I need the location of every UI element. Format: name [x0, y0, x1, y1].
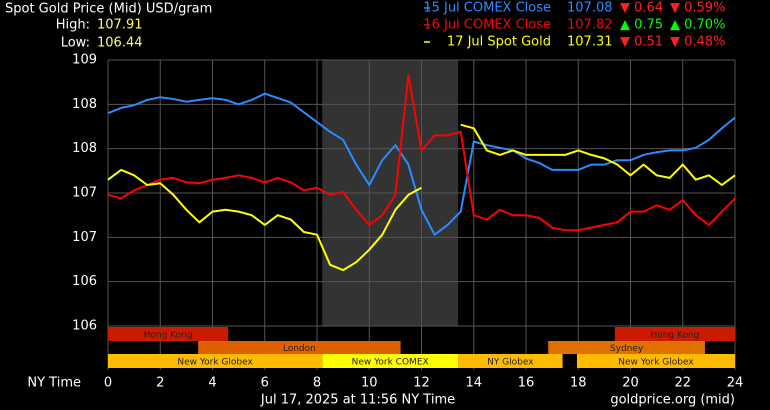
session-label: New York Globex: [618, 358, 694, 368]
y-tick-label: 106: [72, 274, 97, 289]
low-value: 106.44: [97, 36, 143, 51]
source: goldprice.org (mid): [610, 393, 735, 408]
session-label: London: [283, 344, 316, 354]
x-axis-label: NY Time: [27, 376, 81, 391]
session-bar: [198, 341, 401, 354]
legend-change-percent: ▲ 0.70%: [670, 18, 725, 33]
session-bar: [548, 341, 705, 354]
session-bar: [322, 354, 459, 368]
session-label: New York COMEX: [352, 358, 429, 368]
y-tick-label: 108: [72, 141, 97, 156]
session-bar: [108, 354, 323, 368]
session-label: New York Globex: [177, 358, 253, 368]
legend-change: ▼ 0.51: [620, 35, 663, 50]
chart-title: Spot Gold Price (Mid) USD/gram: [5, 2, 212, 17]
x-tick-label: 14: [465, 376, 482, 391]
legend-close: 107.31: [567, 35, 613, 50]
x-tick-label: 24: [727, 376, 744, 391]
session-label: Hong Kong: [650, 331, 699, 341]
legend-change: ▲ 0.75: [620, 18, 663, 33]
low-label: Low:: [61, 36, 90, 51]
legend-change-percent: ▼ 0.59%: [670, 1, 725, 16]
session-label: NY Globex: [487, 358, 534, 368]
x-tick-label: 22: [674, 376, 691, 391]
high-value: 107.91: [97, 18, 143, 33]
x-tick-label: 0: [104, 376, 112, 391]
series-line: [107, 92, 736, 236]
x-tick-label: 18: [570, 376, 587, 391]
x-tick-label: 4: [208, 376, 216, 391]
x-tick-label: 20: [622, 376, 639, 391]
x-tick-label: 2: [156, 376, 164, 391]
legend-label: 16 Jul COMEX Close: [423, 18, 551, 33]
x-tick-label: 10: [361, 376, 378, 391]
legend-label: 15 Jul COMEX Close: [423, 1, 551, 16]
legend-label: 17 Jul Spot Gold: [447, 35, 551, 50]
high-label: High:: [56, 18, 90, 33]
series-line: [107, 123, 736, 272]
y-tick-label: 109: [72, 53, 97, 68]
series-line: [107, 74, 736, 232]
x-tick-label: 12: [413, 376, 430, 391]
session-label: Sydney: [610, 344, 644, 354]
y-tick-label: 107: [72, 230, 97, 245]
footer: Jul 17, 2025 at 11:56 NY Time: [260, 393, 455, 408]
y-tick-label: 108: [72, 97, 97, 112]
legend-change: ▼ 0.64: [620, 1, 663, 16]
x-tick-label: 8: [313, 376, 321, 391]
session-bar: [458, 354, 563, 368]
legend-close: 107.82: [567, 18, 613, 33]
session-bar: [576, 354, 735, 368]
session-bar: [108, 327, 229, 341]
session-label: Hong Kong: [144, 331, 193, 341]
y-tick-label: 106: [72, 319, 97, 334]
y-tick-label: 107: [72, 186, 97, 201]
x-tick-label: 6: [261, 376, 269, 391]
legend-close: 107.08: [567, 1, 613, 16]
legend-change-percent: ▼ 0.48%: [670, 35, 725, 50]
x-tick-label: 16: [518, 376, 535, 391]
session-bar: [614, 327, 735, 341]
